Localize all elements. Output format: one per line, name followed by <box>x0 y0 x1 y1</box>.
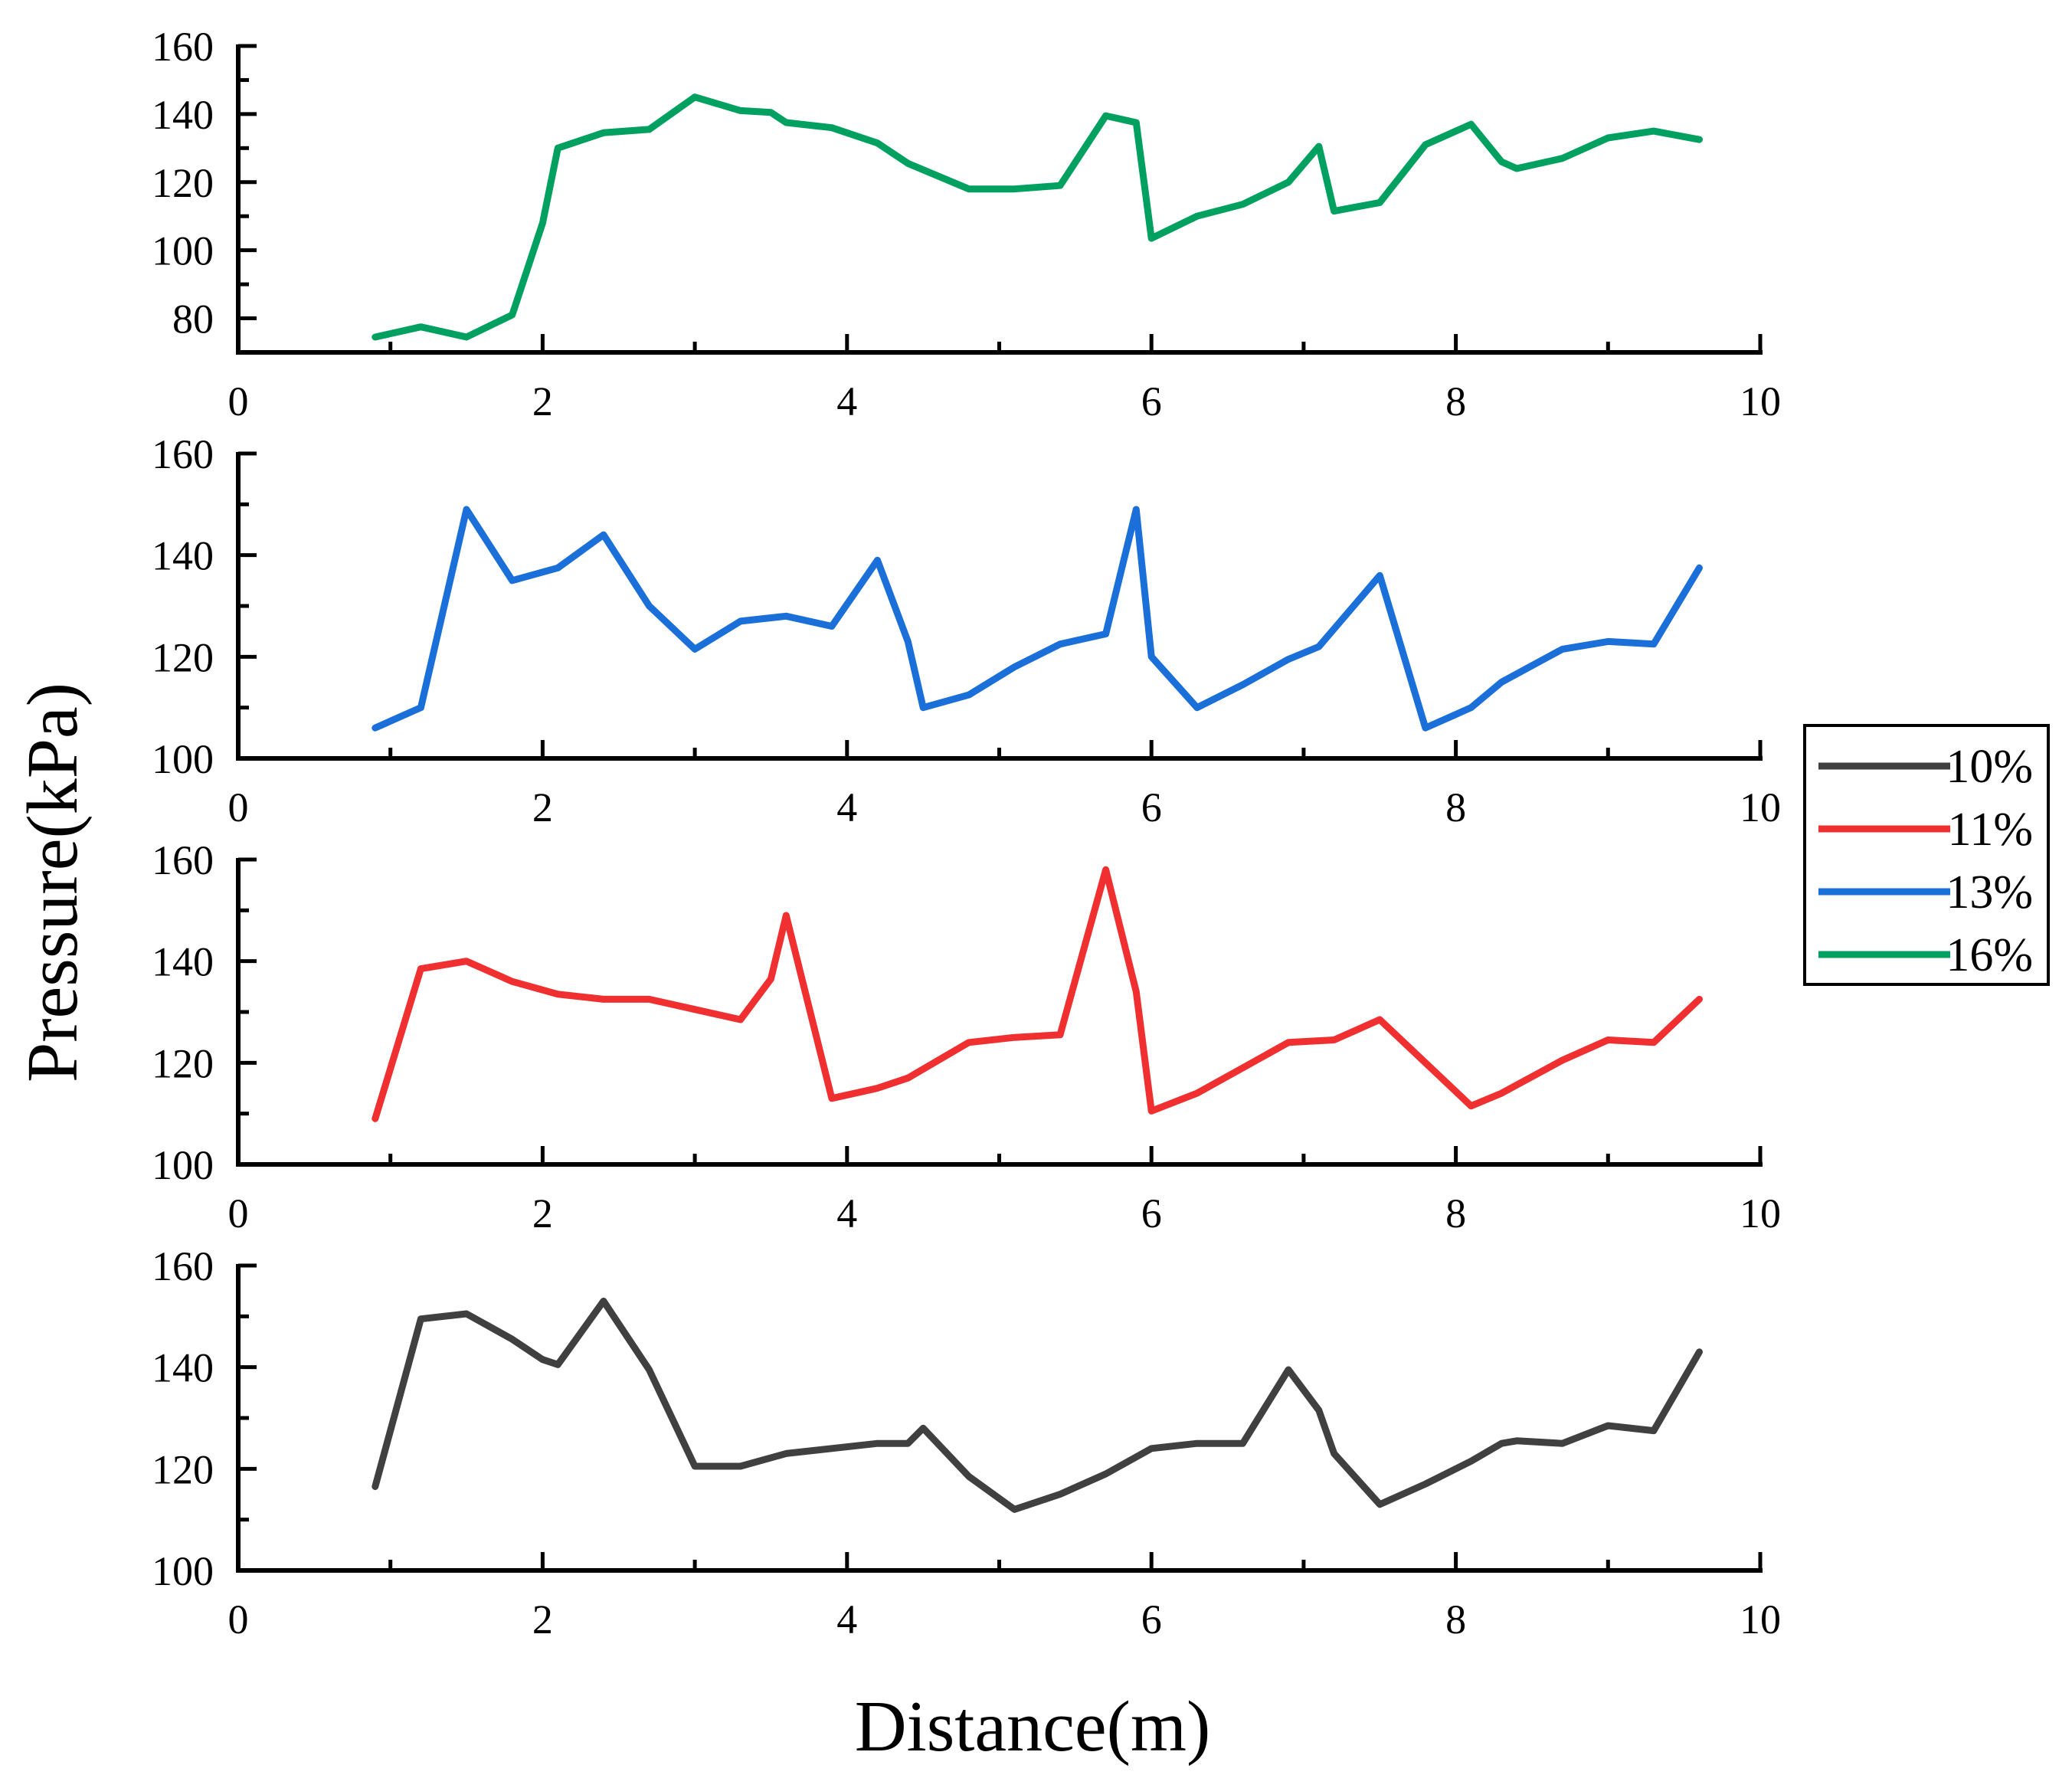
x-tick-label: 4 <box>836 378 857 424</box>
x-tick-label: 4 <box>836 1190 857 1236</box>
y-tick-label: 160 <box>152 431 214 477</box>
y-tick-label: 140 <box>152 92 214 138</box>
x-tick-label: 6 <box>1141 1596 1162 1642</box>
x-tick-label: 10 <box>1740 784 1781 830</box>
y-tick-label: 120 <box>152 1040 214 1086</box>
x-tick-label: 2 <box>532 1596 553 1642</box>
x-tick-label: 6 <box>1141 784 1162 830</box>
y-tick-label: 160 <box>152 1243 214 1289</box>
series-line-16pct <box>372 93 1703 341</box>
y-tick-label: 100 <box>152 1142 214 1188</box>
series-line-10pct <box>372 1297 1703 1513</box>
y-tick-label: 120 <box>152 160 214 206</box>
y-tick-label: 140 <box>152 1345 214 1391</box>
legend-label-16pct: 16% <box>1946 929 2033 981</box>
x-tick-label: 8 <box>1445 378 1466 424</box>
x-tick-label: 4 <box>836 784 857 830</box>
y-tick-label: 100 <box>152 228 214 274</box>
x-tick-label: 2 <box>532 1190 553 1236</box>
y-tick-label: 100 <box>152 1548 214 1594</box>
y-tick-label: 100 <box>152 736 214 782</box>
y-tick-label: 160 <box>152 837 214 883</box>
y-tick-label: 120 <box>152 1446 214 1492</box>
legend-label-10pct: 10% <box>1946 741 2033 793</box>
x-tick-label: 0 <box>228 1596 249 1642</box>
x-tick-label: 8 <box>1445 1190 1466 1236</box>
x-tick-label: 10 <box>1740 1190 1781 1236</box>
x-tick-label: 0 <box>228 378 249 424</box>
series-line-13pct <box>372 506 1703 732</box>
x-tick-label: 8 <box>1445 784 1466 830</box>
y-tick-label: 140 <box>152 939 214 985</box>
legend-label-11pct: 11% <box>1948 804 2033 856</box>
x-tick-label: 2 <box>532 378 553 424</box>
x-tick-label: 4 <box>836 1596 857 1642</box>
y-tick-label: 120 <box>152 634 214 680</box>
x-tick-label: 6 <box>1141 1190 1162 1236</box>
y-tick-label: 160 <box>152 24 214 70</box>
y-axis-title: Pressure(kPa) <box>13 683 93 1082</box>
y-tick-label: 140 <box>152 533 214 579</box>
x-tick-label: 0 <box>228 784 249 830</box>
x-tick-label: 6 <box>1141 378 1162 424</box>
x-tick-label: 2 <box>532 784 553 830</box>
x-tick-label: 10 <box>1740 378 1781 424</box>
x-axis-title: Distance(m) <box>855 1687 1211 1767</box>
x-tick-label: 8 <box>1445 1596 1466 1642</box>
legend-label-13pct: 13% <box>1946 866 2033 919</box>
x-tick-label: 0 <box>228 1190 249 1236</box>
series-line-11pct <box>372 866 1703 1122</box>
y-tick-label: 80 <box>172 296 214 342</box>
x-tick-label: 10 <box>1740 1596 1781 1642</box>
